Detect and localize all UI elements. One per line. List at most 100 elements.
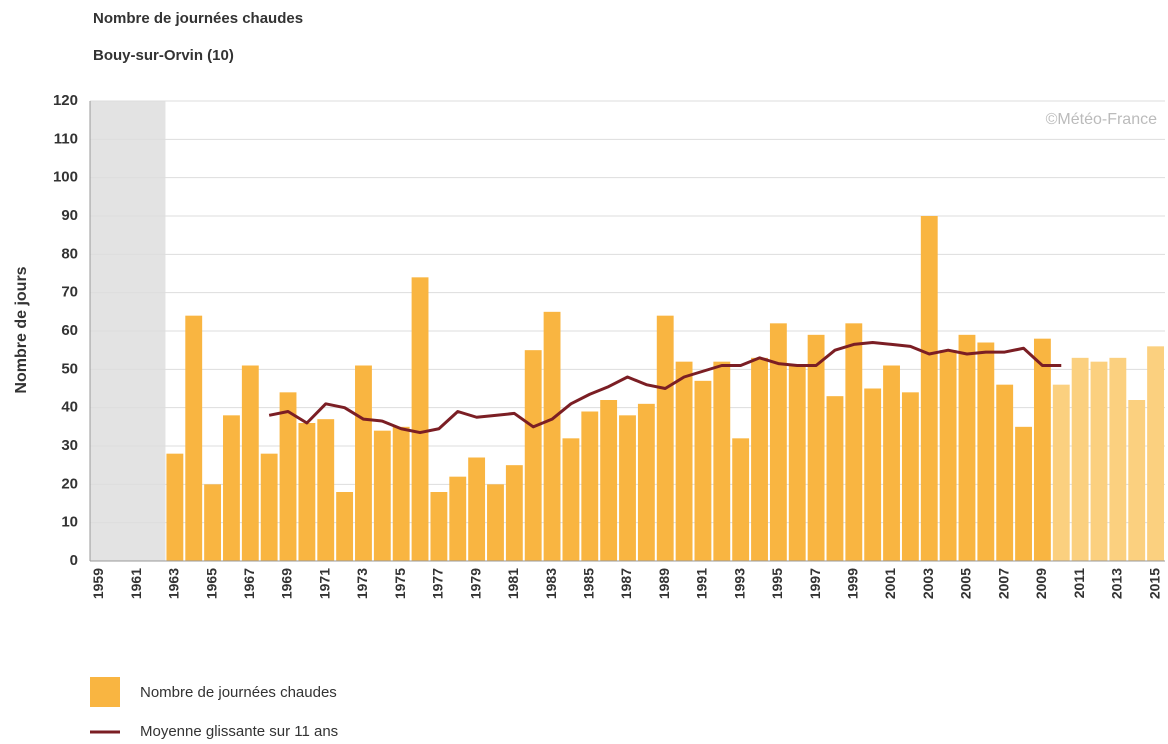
x-tick-label: 1991 bbox=[694, 568, 710, 599]
x-tick-label: 1987 bbox=[618, 568, 634, 599]
bar bbox=[751, 357, 768, 561]
bar bbox=[430, 492, 448, 561]
y-tick-label: 90 bbox=[61, 207, 78, 224]
bar bbox=[619, 415, 636, 561]
bar bbox=[468, 457, 486, 561]
x-tick-label: 1993 bbox=[731, 568, 747, 599]
moving-average-line bbox=[268, 341, 1062, 435]
bar bbox=[1147, 346, 1164, 561]
bar bbox=[298, 423, 316, 561]
y-tick-label: 20 bbox=[61, 475, 78, 492]
bar bbox=[1033, 338, 1051, 561]
chart-subtitle: Bouy-sur-Orvin (10) bbox=[93, 47, 234, 64]
bar bbox=[675, 361, 693, 561]
bar bbox=[656, 315, 674, 561]
x-tick-label: 2013 bbox=[1109, 568, 1125, 599]
y-tick-label: 10 bbox=[61, 514, 78, 531]
x-tick-label: 1999 bbox=[845, 568, 861, 599]
x-tick-label: 2007 bbox=[995, 568, 1011, 599]
bar bbox=[1015, 426, 1032, 561]
chart-title: Nombre de journées chaudes bbox=[93, 10, 303, 27]
bar bbox=[166, 453, 184, 561]
bar bbox=[600, 400, 618, 561]
bar bbox=[637, 403, 655, 561]
bar bbox=[958, 334, 976, 561]
bar bbox=[826, 396, 844, 561]
bar bbox=[694, 380, 712, 561]
bar bbox=[1071, 357, 1089, 561]
bar bbox=[769, 323, 787, 561]
legend-label: Nombre de journées chaudes bbox=[140, 684, 337, 701]
x-tick-label: 2003 bbox=[920, 568, 936, 599]
bar bbox=[204, 484, 222, 561]
bar bbox=[562, 438, 580, 561]
x-tick-label: 2005 bbox=[958, 568, 974, 599]
bar bbox=[505, 465, 523, 561]
bar bbox=[543, 311, 561, 561]
bar bbox=[1109, 357, 1127, 561]
bar bbox=[864, 388, 882, 561]
x-tick-label: 1963 bbox=[166, 568, 182, 599]
bar bbox=[487, 484, 504, 561]
bar bbox=[732, 438, 750, 561]
x-tick-label: 2015 bbox=[1146, 568, 1162, 599]
x-tick-label: 1989 bbox=[656, 568, 672, 599]
copyright: ©Météo-France bbox=[1046, 111, 1157, 128]
x-tick-label: 1975 bbox=[392, 568, 408, 599]
bar bbox=[845, 323, 863, 561]
legend-label: Moyenne glissante sur 11 ans bbox=[140, 723, 338, 740]
x-tick-label: 1965 bbox=[203, 568, 219, 599]
bar bbox=[185, 315, 203, 561]
bar bbox=[977, 342, 995, 561]
y-tick-label: 0 bbox=[70, 552, 78, 569]
bar bbox=[807, 334, 825, 561]
x-tick-label: 1961 bbox=[128, 568, 144, 599]
bar bbox=[920, 216, 938, 561]
y-tick-label: 50 bbox=[61, 360, 78, 377]
x-tick-label: 1997 bbox=[807, 568, 823, 599]
bar bbox=[581, 411, 599, 561]
bar bbox=[449, 476, 467, 561]
bar bbox=[373, 430, 391, 561]
x-tick-label: 1995 bbox=[769, 568, 785, 599]
legend-swatch bbox=[90, 677, 120, 707]
x-tick-label: 2001 bbox=[882, 568, 898, 599]
bar bbox=[713, 361, 731, 561]
x-tick-label: 1971 bbox=[316, 568, 332, 599]
y-tick-label: 40 bbox=[61, 399, 78, 416]
bar bbox=[788, 365, 806, 561]
x-tick-label: 1981 bbox=[505, 568, 521, 599]
x-tick-label: 1967 bbox=[241, 568, 257, 599]
x-tick-label: 1983 bbox=[543, 568, 559, 599]
bar bbox=[355, 365, 372, 561]
y-tick-label: 70 bbox=[61, 284, 78, 301]
bar bbox=[336, 492, 354, 561]
bar bbox=[260, 453, 278, 561]
bar bbox=[996, 384, 1014, 561]
bar bbox=[1090, 361, 1108, 561]
bar bbox=[939, 350, 957, 561]
x-tick-label: 1979 bbox=[467, 568, 483, 599]
bar bbox=[411, 277, 429, 561]
y-tick-label: 30 bbox=[61, 437, 78, 454]
y-tick-label: 80 bbox=[61, 245, 78, 262]
x-tick-label: 1969 bbox=[279, 568, 295, 599]
y-axis-label: Nombre de jours bbox=[13, 266, 30, 393]
y-tick-label: 120 bbox=[53, 92, 78, 109]
bar bbox=[392, 426, 410, 561]
y-tick-label: 110 bbox=[54, 130, 78, 147]
bar bbox=[1128, 400, 1146, 561]
x-tick-label: 1959 bbox=[90, 568, 106, 599]
x-tick-label: 1985 bbox=[580, 568, 596, 599]
bar bbox=[223, 415, 240, 561]
y-tick-label: 100 bbox=[53, 169, 78, 186]
bar bbox=[901, 392, 919, 561]
bar bbox=[524, 350, 542, 561]
y-tick-label: 60 bbox=[61, 322, 78, 339]
bar bbox=[241, 365, 259, 561]
x-tick-label: 1977 bbox=[430, 568, 446, 599]
bar bbox=[883, 365, 900, 561]
bar bbox=[1052, 384, 1070, 561]
x-tick-label: 2011 bbox=[1071, 568, 1087, 599]
